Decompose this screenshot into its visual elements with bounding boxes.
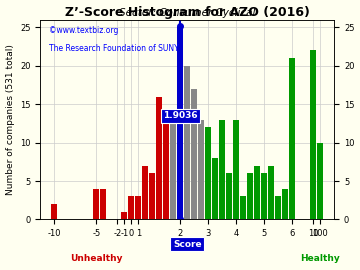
Bar	[268, 166, 274, 220]
Bar	[212, 158, 218, 220]
Y-axis label: Number of companies (531 total): Number of companies (531 total)	[5, 44, 14, 195]
Bar	[177, 27, 183, 220]
Bar	[184, 66, 190, 220]
Bar	[317, 143, 323, 220]
Bar	[261, 173, 267, 220]
X-axis label: Score: Score	[173, 239, 202, 249]
Bar	[93, 189, 99, 220]
Bar	[163, 112, 169, 220]
Bar	[51, 204, 57, 220]
Bar	[226, 173, 232, 220]
Bar	[205, 127, 211, 220]
Text: Sector: Consumer Cyclical: Sector: Consumer Cyclical	[119, 8, 256, 18]
Bar	[275, 196, 281, 220]
Text: 1.9036: 1.9036	[163, 111, 198, 120]
Bar	[240, 196, 246, 220]
Bar	[149, 173, 155, 220]
Bar	[100, 189, 106, 220]
Bar	[310, 50, 316, 220]
Bar	[135, 196, 141, 220]
Bar	[170, 112, 176, 220]
Bar	[247, 173, 253, 220]
Bar	[121, 212, 127, 220]
Text: The Research Foundation of SUNY: The Research Foundation of SUNY	[49, 44, 179, 53]
Bar	[191, 89, 197, 220]
Bar	[289, 58, 295, 220]
Bar	[156, 97, 162, 220]
Title: Z’-Score Histogram for AZO (2016): Z’-Score Histogram for AZO (2016)	[65, 6, 310, 19]
Text: Unhealthy: Unhealthy	[70, 254, 122, 263]
Bar	[198, 120, 204, 220]
Text: ©www.textbiz.org: ©www.textbiz.org	[49, 26, 118, 35]
Bar	[219, 120, 225, 220]
Bar	[233, 120, 239, 220]
Bar	[128, 196, 134, 220]
Bar	[142, 166, 148, 220]
Text: Healthy: Healthy	[300, 254, 340, 263]
Bar	[282, 189, 288, 220]
Bar	[254, 166, 260, 220]
